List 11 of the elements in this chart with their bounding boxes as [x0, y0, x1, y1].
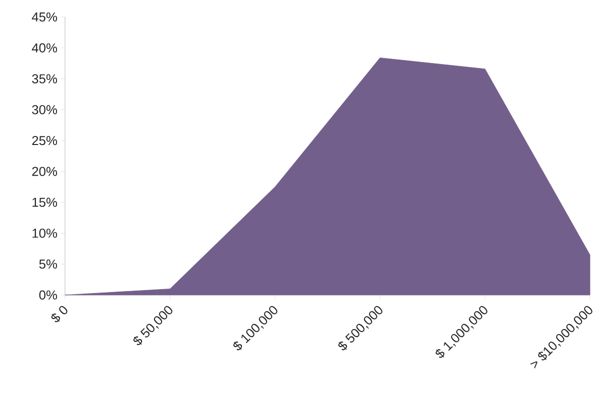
x-tick-label: $ 0	[51, 306, 68, 322]
y-tick-label: 25%	[32, 136, 58, 146]
y-tick-label: 45%	[32, 12, 58, 22]
y-tick-label: 30%	[32, 105, 58, 114]
y-tick-label: 35%	[32, 74, 58, 84]
y-tick-label: 5%	[39, 260, 58, 269]
y-tick-label: 40%	[32, 43, 58, 52]
y-tick-label: 10%	[32, 228, 58, 238]
y-tick-label: 15%	[32, 198, 58, 207]
y-tick-label: 20%	[32, 166, 58, 176]
y-tick-label: 0%	[39, 290, 58, 300]
